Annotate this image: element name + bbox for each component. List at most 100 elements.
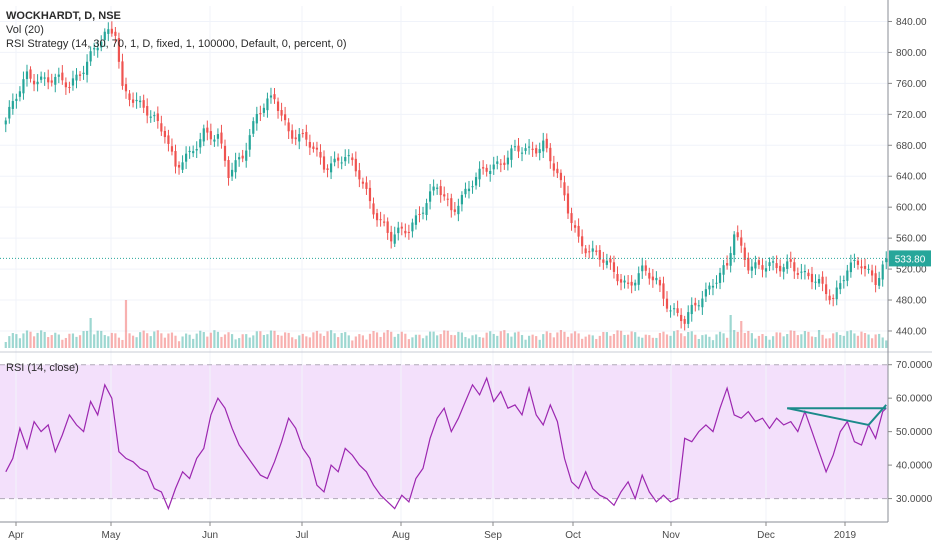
candle — [418, 206, 421, 223]
candle — [687, 305, 690, 329]
volume-bar — [782, 336, 785, 348]
candle — [598, 245, 601, 267]
candle — [736, 225, 739, 241]
candle — [110, 21, 113, 37]
volume-bar — [729, 315, 732, 348]
candle — [411, 218, 414, 238]
candle — [61, 65, 64, 85]
candle — [775, 255, 778, 274]
candle — [573, 220, 577, 233]
candle — [276, 97, 280, 119]
volume-bar — [542, 334, 545, 348]
volume-legend: Vol (20) — [6, 24, 44, 36]
x-tick-label: May — [102, 530, 121, 541]
volume-bar — [315, 330, 319, 348]
candle — [630, 275, 633, 294]
candle — [489, 164, 492, 182]
candle — [414, 209, 418, 230]
volume-bar — [386, 330, 389, 348]
volume-bar — [177, 341, 181, 348]
volume-bar — [630, 331, 633, 348]
candle — [85, 54, 89, 83]
volume-bar — [82, 331, 85, 348]
volume-bar — [25, 330, 29, 348]
candle — [284, 106, 287, 126]
candle — [612, 255, 616, 279]
candle — [729, 246, 732, 273]
candle — [524, 143, 527, 155]
volume-bar — [672, 331, 676, 348]
rsi-tick-label: 50.0000 — [896, 427, 932, 438]
volume-bar — [552, 337, 555, 348]
candle — [545, 133, 548, 153]
volume-bar — [142, 330, 145, 348]
volume-bar — [411, 337, 414, 348]
volume-bar — [248, 337, 251, 348]
volume-bar — [294, 339, 297, 348]
volume-bar — [131, 335, 135, 348]
volume-bar — [432, 331, 435, 348]
candle — [262, 103, 265, 117]
volume-bar — [471, 335, 474, 348]
rsi-trendline[interactable] — [787, 407, 869, 426]
volume-bar — [559, 330, 563, 348]
volume-bar — [213, 330, 216, 348]
volume-bar — [662, 331, 665, 348]
candle — [503, 155, 506, 170]
volume-bar — [358, 334, 361, 348]
candle — [128, 90, 131, 107]
volume-bar — [849, 330, 852, 348]
candle — [100, 35, 103, 52]
candle — [315, 141, 319, 157]
candle — [390, 225, 393, 249]
volume-bar — [414, 334, 418, 348]
candle — [68, 81, 71, 94]
volume-bar — [93, 334, 96, 348]
x-tick-label: Apr — [8, 530, 24, 541]
volume-bar — [139, 332, 142, 348]
candle — [266, 92, 269, 118]
candle — [764, 260, 768, 278]
candle — [708, 282, 711, 295]
candle — [733, 231, 736, 263]
candle — [241, 149, 244, 163]
candle — [450, 193, 453, 218]
legend-main: WOCKHARDT, D, NSE Vol (20) RSI Strategy … — [6, 9, 347, 51]
candle — [460, 191, 464, 212]
volume-bar — [223, 334, 227, 348]
candle — [213, 135, 216, 147]
volume-bar — [750, 333, 753, 348]
volume-bar — [234, 339, 237, 348]
volume-bar — [308, 337, 311, 348]
volume-bar — [124, 300, 128, 348]
candle — [602, 251, 605, 270]
volume-bar — [287, 332, 290, 348]
rsi-trendline[interactable] — [867, 404, 887, 426]
candle — [425, 198, 428, 221]
candle — [156, 106, 159, 129]
candle — [50, 73, 53, 87]
volume-bar — [418, 334, 421, 348]
candle — [697, 300, 700, 311]
candle — [655, 271, 658, 285]
candle — [273, 88, 276, 104]
candle — [421, 206, 425, 220]
candle — [25, 64, 29, 87]
candle — [220, 124, 223, 149]
volume-bar — [496, 335, 499, 348]
volume-bar — [566, 336, 570, 348]
candle — [365, 176, 368, 195]
candle — [605, 253, 608, 269]
candle — [312, 142, 315, 153]
price-candles — [4, 21, 888, 331]
candle — [849, 254, 852, 278]
candle — [482, 160, 485, 175]
volume-bar — [510, 336, 513, 348]
candle — [280, 102, 283, 122]
volume-bar — [634, 332, 637, 348]
candle — [333, 151, 336, 167]
volume-bar — [4, 342, 7, 348]
volume-bar — [443, 330, 446, 348]
volume-bar — [110, 332, 113, 348]
